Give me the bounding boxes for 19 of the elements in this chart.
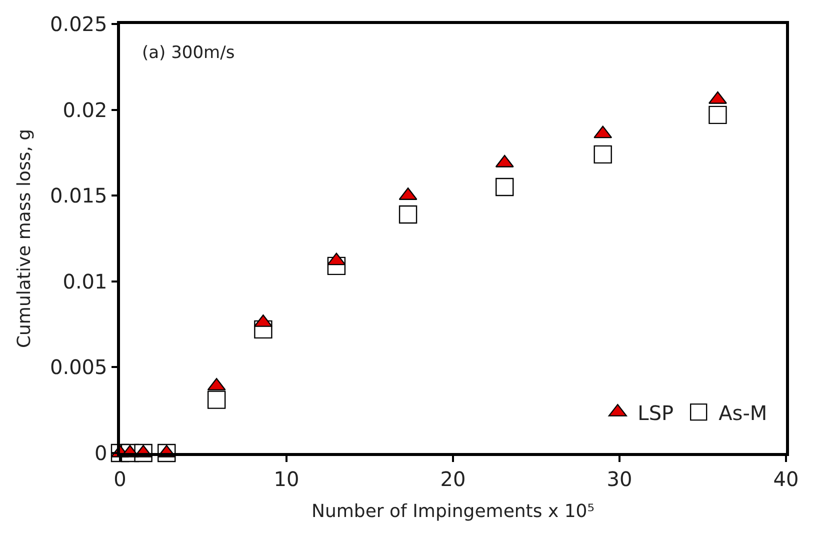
x-axis-title: Number of Impingements x 10⁵ [312, 500, 594, 522]
legend-label: As-M [718, 400, 768, 425]
y-tick-label: 0.02 [62, 98, 108, 122]
x-tick-label: 20 [440, 466, 466, 491]
y-axis-title: Cumulative mass loss, g [14, 128, 36, 348]
point [207, 390, 226, 409]
y-tick-label: 0.025 [50, 12, 108, 36]
point [398, 205, 418, 224]
x-tick-label: 0 [114, 466, 126, 491]
x-tick-label: 30 [606, 466, 632, 491]
x-tick-label: 10 [274, 466, 300, 491]
y-tick-label: 0.01 [62, 269, 108, 294]
point [496, 178, 514, 196]
annotation: (a) 300m/s [142, 43, 235, 63]
y-tick-label: 0.005 [50, 355, 108, 380]
legend-label: LSP [638, 400, 674, 425]
x-tick-label: 40 [773, 466, 799, 491]
y-tick-label: 0.015 [50, 184, 108, 208]
y-tick-label: 0 [94, 441, 108, 465]
